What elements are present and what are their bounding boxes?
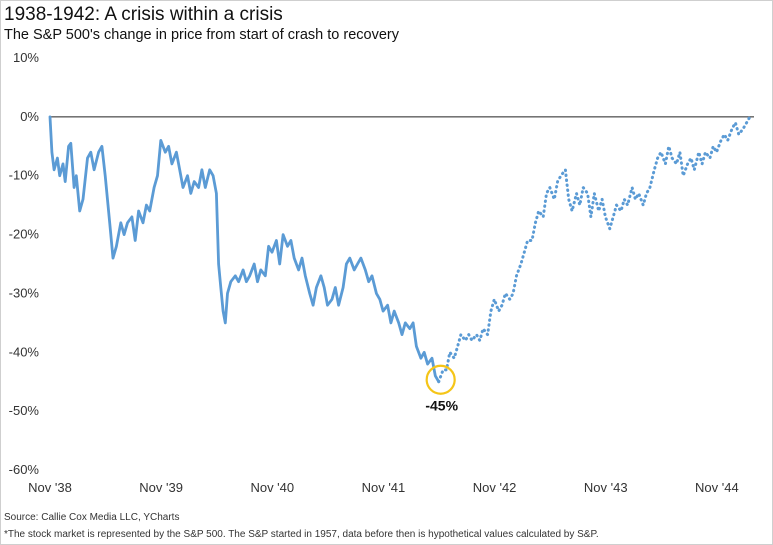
x-axis: Nov '38 Nov '39 Nov '40 Nov '41 Nov '42 Nov '…	[28, 480, 739, 495]
trough-highlight-circle	[425, 364, 456, 395]
y-tick-label: -20%	[9, 227, 40, 242]
y-tick-label: -60%	[9, 462, 40, 477]
trough-label: -45%	[425, 398, 458, 414]
line-chart: 10%0%-10%-20%-30%-40%-50%-60% Nov '38 Nov…	[9, 50, 754, 495]
series-line-recovery	[437, 115, 752, 384]
annotation-layer: -45%	[425, 364, 459, 414]
y-axis: 10% 0% -10% -20% -30% -40% -50% -60%	[9, 50, 40, 477]
series-layer	[48, 115, 752, 384]
footnote: *The stock market is represented by the …	[4, 529, 599, 540]
y-tick-label: 0%	[20, 109, 39, 124]
y-tick-label: -10%	[9, 168, 40, 183]
chart-title: 1938-1942: A crisis within a crisis	[4, 4, 283, 25]
x-tick-label: Nov '43	[584, 480, 628, 495]
x-tick-label: Nov '44	[695, 480, 739, 495]
y-tick-label: -50%	[9, 403, 40, 418]
x-tick-label: Nov '40	[250, 480, 294, 495]
y-tick-label: 10%	[13, 50, 39, 65]
x-tick-label: Nov '41	[362, 480, 406, 495]
series-line-crash	[48, 115, 441, 384]
x-tick-label: Nov '39	[139, 480, 183, 495]
y-tick-label: -30%	[9, 285, 40, 300]
y-tick-label: -40%	[9, 344, 40, 359]
source-note: Source: Callie Cox Media LLC, YCharts	[4, 512, 180, 523]
chart-subtitle: The S&P 500's change in price from start…	[4, 27, 399, 43]
x-tick-label: Nov '42	[473, 480, 517, 495]
x-tick-label: Nov '38	[28, 480, 72, 495]
